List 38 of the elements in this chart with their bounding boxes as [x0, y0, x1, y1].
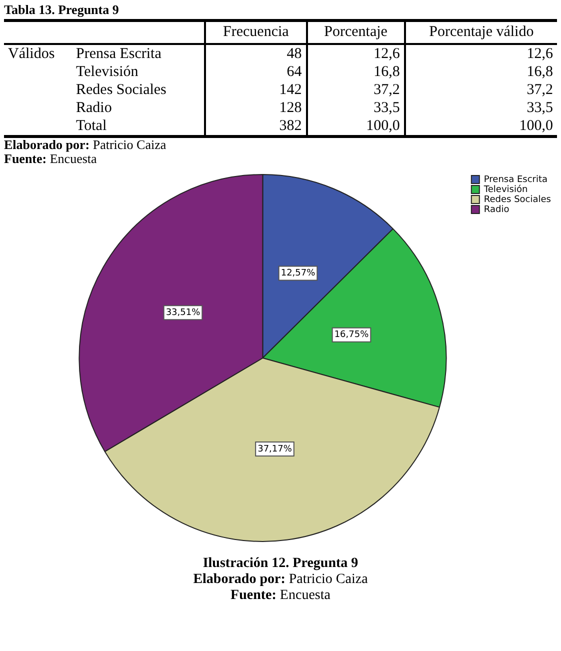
text: Tabla 13. Pregunta 9	[3, 1, 120, 19]
data-label: 382	[205, 117, 307, 136]
data-label: 128	[205, 99, 307, 117]
text: Elaborado por: Patricio Caiza	[192, 572, 369, 588]
category-label: Porcentaje válido	[404, 20, 557, 44]
data-label: 16,75%	[334, 330, 370, 340]
text: Total	[72, 117, 206, 136]
data-label: 142	[205, 81, 307, 99]
text: Televisión	[75, 63, 140, 81]
text: Válidos	[7, 44, 56, 63]
data-label: 100,0	[404, 117, 557, 136]
text: Ilustración 12. Pregunta 9	[202, 556, 360, 572]
data-label: 16,8	[306, 63, 405, 81]
data-label: 12,6	[306, 44, 405, 63]
legend-label: Prensa Escrita	[484, 174, 548, 185]
data-label: 33,51%	[166, 308, 201, 318]
text: Prensa Escrita	[75, 44, 162, 63]
source-note: Fuente: Encuesta	[3, 151, 98, 166]
data-label: 37,2	[306, 81, 405, 99]
legend-label: Televisión	[482, 184, 528, 195]
legend-label: Redes Sociales	[484, 194, 552, 205]
data-label: 37,2	[404, 81, 557, 99]
data-label: 100,0	[306, 117, 405, 136]
source-note: Fuente: Encuesta	[230, 588, 332, 604]
legend-label: Radio	[484, 204, 510, 215]
text: Elaborado por: Patricio Caiza	[3, 137, 168, 152]
data-label: 33,5	[404, 99, 557, 117]
data-label: 37,17%	[258, 444, 292, 454]
data-label: 16,8	[404, 63, 557, 81]
data-label: 33,5	[306, 99, 405, 117]
text: Radio	[75, 99, 113, 117]
category-label: Porcentaje	[306, 20, 405, 44]
data-label: 12,6	[404, 44, 557, 63]
category-label: Frecuencia	[205, 20, 307, 44]
data-label: 64	[205, 63, 307, 81]
data-label: 48	[205, 44, 307, 63]
text: Redes Sociales	[75, 81, 168, 99]
data-label: 12,57%	[280, 268, 316, 279]
